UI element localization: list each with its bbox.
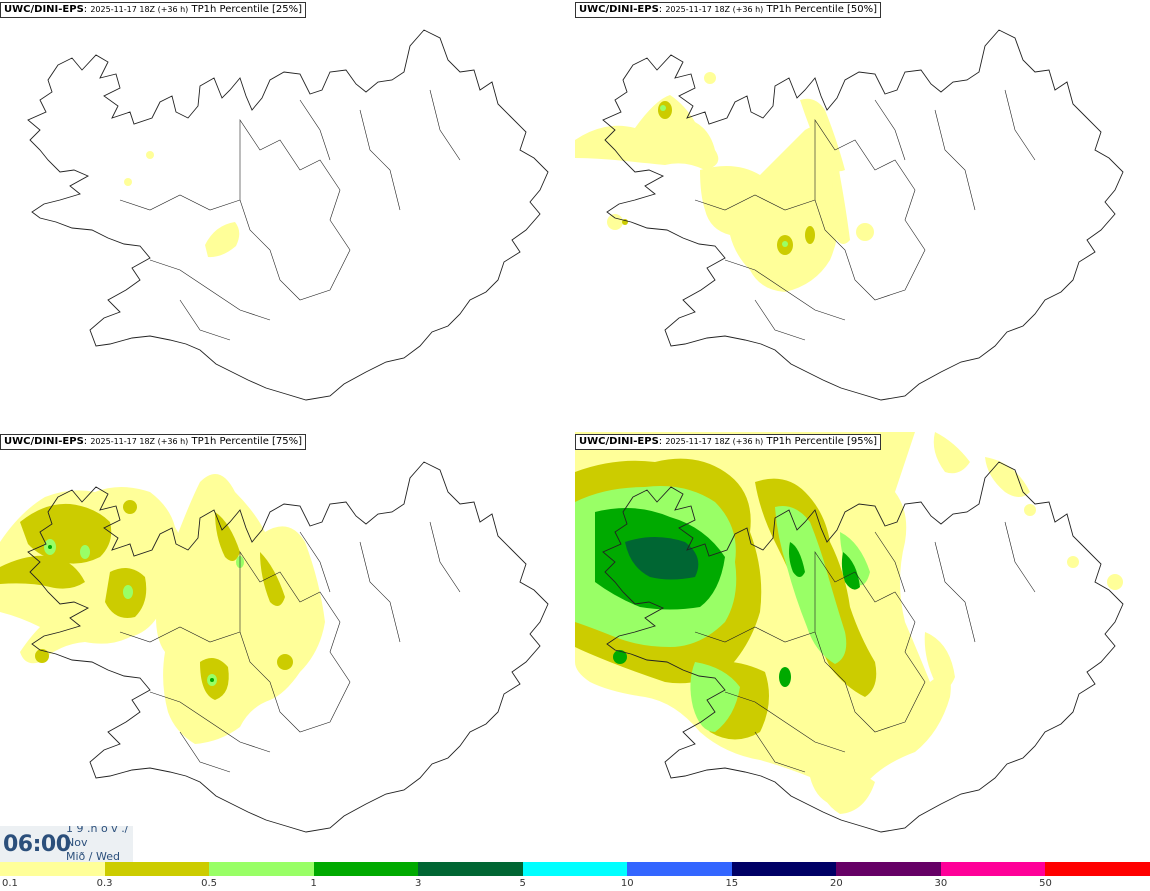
legend-swatch xyxy=(522,862,628,876)
field-name: TP1h Percentile [25%] xyxy=(191,4,303,15)
coastline xyxy=(27,461,549,833)
legend-tick-label: 1 xyxy=(310,878,317,889)
precip-field xyxy=(575,432,1123,814)
panel-title: UWC/DINI-EPS: 2025-11-17 18Z (+36 h) TP1… xyxy=(0,2,307,18)
map-panel-p25: UWC/DINI-EPS: 2025-11-17 18Z (+36 h) TP1… xyxy=(0,0,575,430)
coastline xyxy=(27,29,549,401)
legend-swatch xyxy=(209,862,314,876)
valid-hour: 06:00 xyxy=(3,832,71,857)
legend-swatch xyxy=(104,862,210,876)
legend-swatch xyxy=(731,862,837,876)
coastline xyxy=(602,461,1124,833)
run-time: 2025-11-17 18Z (+36 h) xyxy=(90,5,189,14)
legend-swatch xyxy=(418,862,523,876)
legend-swatch xyxy=(836,862,941,876)
model-name: UWC/DINI-EPS xyxy=(579,4,659,15)
legend-tick-labels: 0.1 0.3 0.5 1 3 5 10 15 20 30 50 xyxy=(0,876,1150,891)
precip-field xyxy=(575,72,874,293)
run-time: 2025-11-17 18Z (+36 h) xyxy=(665,437,764,446)
legend-swatch xyxy=(0,862,105,876)
run-time: 2025-11-17 18Z (+36 h) xyxy=(665,5,764,14)
run-time: 2025-11-17 18Z (+36 h) xyxy=(90,437,189,446)
model-name: UWC/DINI-EPS xyxy=(4,436,84,447)
precip-field xyxy=(124,151,240,258)
model-name: UWC/DINI-EPS xyxy=(579,436,659,447)
legend-tick-label: 10 xyxy=(620,878,634,889)
valid-date-line1: 1 9 .n ó v ./ xyxy=(66,826,129,835)
valid-date: 1 9 .n ó v ./ Nov Mið / Wed xyxy=(66,826,128,862)
iceland-map xyxy=(575,432,1124,833)
legend-swatch xyxy=(627,862,732,876)
field-name: TP1h Percentile [75%] xyxy=(191,436,303,447)
legend-tick-label: 30 xyxy=(934,878,948,889)
map-panel-p75: UWC/DINI-EPS: 2025-11-17 18Z (+36 h) TP1… xyxy=(0,432,575,862)
panel-title: UWC/DINI-EPS: 2025-11-17 18Z (+36 h) TP1… xyxy=(575,434,882,450)
legend-tick-label: 50 xyxy=(1039,878,1052,889)
precip-field xyxy=(0,474,325,744)
legend-colorbar xyxy=(0,862,1150,876)
iceland-map xyxy=(575,29,1124,401)
valid-date-line2: Nov xyxy=(66,836,88,849)
legend-tick-label: 0.5 xyxy=(201,878,218,889)
panel-title: UWC/DINI-EPS: 2025-11-17 18Z (+36 h) TP1… xyxy=(0,434,307,450)
legend-swatch xyxy=(313,862,419,876)
coastline xyxy=(602,29,1124,401)
field-name: TP1h Percentile [95%] xyxy=(766,436,878,447)
legend-tick-label: 0.1 xyxy=(2,878,18,889)
valid-date-line3: Mið / Wed xyxy=(66,850,120,862)
legend-swatch xyxy=(940,862,1046,876)
field-name: TP1h Percentile [50%] xyxy=(766,4,878,15)
legend-swatch xyxy=(1045,862,1150,876)
legend-tick-label: 15 xyxy=(725,878,739,889)
legend-tick-label: 0.3 xyxy=(96,878,113,889)
valid-time-box: 06:00 1 9 .n ó v ./ Nov Mið / Wed xyxy=(0,826,133,862)
iceland-map xyxy=(27,29,549,401)
legend-tick-label: 20 xyxy=(829,878,843,889)
panel-title: UWC/DINI-EPS: 2025-11-17 18Z (+36 h) TP1… xyxy=(575,2,882,18)
map-panel-p50: UWC/DINI-EPS: 2025-11-17 18Z (+36 h) TP1… xyxy=(575,0,1150,430)
legend-tick-label: 3 xyxy=(414,878,422,889)
iceland-map xyxy=(0,461,549,833)
map-panel-p95: UWC/DINI-EPS: 2025-11-17 18Z (+36 h) TP1… xyxy=(575,432,1150,862)
model-name: UWC/DINI-EPS xyxy=(4,4,84,15)
legend-tick-label: 5 xyxy=(519,878,526,889)
